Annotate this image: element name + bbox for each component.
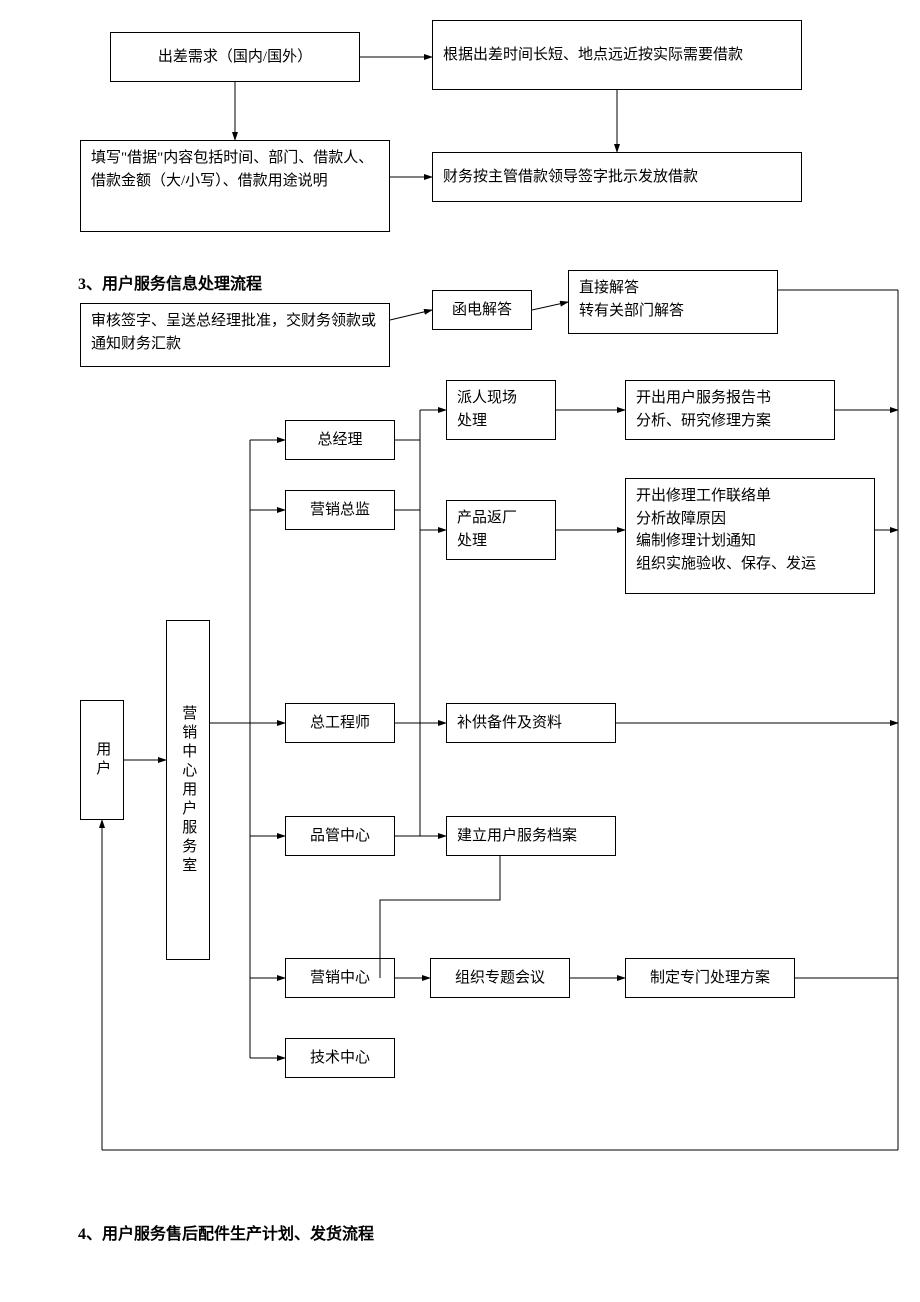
node-travel-need: 出差需求（国内/国外） xyxy=(110,32,360,82)
node-onsite: 派人现场 处理 xyxy=(446,380,556,440)
node-audit-sign: 审核签字、呈送总经理批准，交财务领款或通知财务汇款 xyxy=(80,303,390,367)
node-return-factory: 产品返厂 处理 xyxy=(446,500,556,560)
node-build-archive: 建立用户服务档案 xyxy=(446,816,616,856)
node-qc-center: 品管中心 xyxy=(285,816,395,856)
node-make-plan: 制定专门处理方案 xyxy=(625,958,795,998)
node-org-meeting: 组织专题会议 xyxy=(430,958,570,998)
node-loan-basis: 根据出差时间长短、地点远近按实际需要借款 xyxy=(432,20,802,90)
node-marketing-director: 营销总监 xyxy=(285,490,395,530)
node-fill-iou: 填写"借据"内容包括时间、部门、借款人、借款金额（大/小写）、借款用途说明 xyxy=(80,140,390,232)
heading-3: 3、用户服务信息处理流程 xyxy=(78,270,262,294)
heading-4: 4、用户服务售后配件生产计划、发货流程 xyxy=(78,1220,374,1244)
node-tech-center: 技术中心 xyxy=(285,1038,395,1078)
node-direct-answer: 直接解答 转有关部门解答 xyxy=(568,270,778,334)
node-chief-engineer: 总工程师 xyxy=(285,703,395,743)
node-repair-order: 开出修理工作联络单 分析故障原因 编制修理计划通知 组织实施验收、保存、发运 xyxy=(625,478,875,594)
node-marketing-center: 营销中心 xyxy=(285,958,395,998)
node-supply-spare: 补供备件及资料 xyxy=(446,703,616,743)
node-user: 用户 xyxy=(80,700,124,820)
node-mail-reply: 函电解答 xyxy=(432,290,532,330)
node-finance-approve: 财务按主管借款领导签字批示发放借款 xyxy=(432,152,802,202)
node-service-report: 开出用户服务报告书 分析、研究修理方案 xyxy=(625,380,835,440)
node-service-center: 营销中心用户服务室 xyxy=(166,620,210,960)
node-general-manager: 总经理 xyxy=(285,420,395,460)
